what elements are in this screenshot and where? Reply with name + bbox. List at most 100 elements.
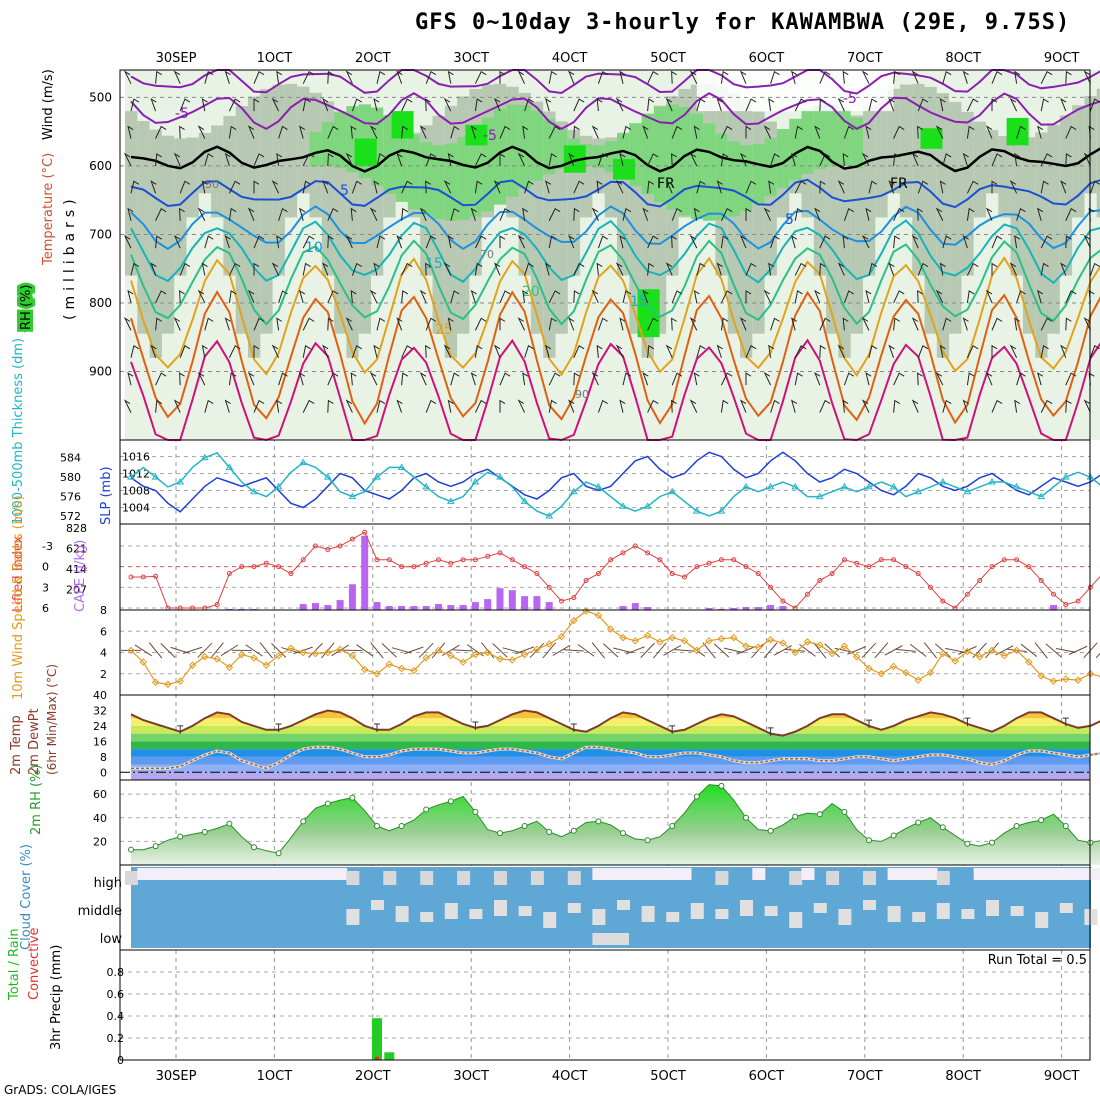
temperature-contour-label: FR bbox=[657, 176, 675, 192]
wind-barb bbox=[499, 399, 506, 413]
wind-barb bbox=[768, 180, 775, 194]
surface-wind-barb bbox=[945, 647, 966, 653]
wind-barb bbox=[745, 125, 752, 139]
wind-barb bbox=[155, 317, 163, 331]
minmax-marker bbox=[964, 717, 971, 727]
wind-barb bbox=[1060, 180, 1067, 194]
temperature-contour-label: -5 bbox=[175, 106, 189, 122]
surface-wind-barb bbox=[1095, 652, 1100, 659]
wind-barb bbox=[350, 207, 357, 221]
wind-speed-marker bbox=[410, 666, 418, 675]
wind-barb bbox=[351, 98, 362, 112]
thickness-marker bbox=[717, 507, 726, 514]
wind-barb bbox=[1040, 317, 1053, 331]
rh-marker bbox=[177, 833, 184, 840]
wind-barb bbox=[443, 97, 452, 112]
surface-wind-barb bbox=[259, 642, 273, 659]
wind-barb bbox=[911, 317, 919, 331]
rh-cell bbox=[715, 133, 729, 220]
wind-barb bbox=[1065, 290, 1077, 304]
thickness-marker bbox=[299, 458, 308, 466]
wind-barb bbox=[470, 372, 477, 386]
wind-barb bbox=[155, 235, 163, 249]
rh-cell bbox=[420, 142, 434, 216]
wind-speed-marker bbox=[606, 625, 615, 633]
wind-barb bbox=[544, 98, 552, 112]
slp-tick-label: 1004 bbox=[122, 502, 150, 515]
wind-barb bbox=[865, 289, 872, 304]
wind-barb bbox=[917, 290, 923, 303]
wind-barb bbox=[373, 98, 380, 112]
cloud-partial-high bbox=[346, 871, 360, 885]
thickness-marker bbox=[988, 478, 996, 485]
temperature-contour-label: -5 bbox=[483, 128, 497, 144]
cloud-partial-high bbox=[936, 871, 950, 885]
cloud-row-label: middle bbox=[78, 904, 122, 919]
cloud-partial-high bbox=[494, 871, 507, 885]
wind-speed-marker bbox=[496, 655, 504, 663]
wind-barb bbox=[843, 207, 854, 221]
wind-barb bbox=[499, 235, 506, 249]
rh-cell bbox=[789, 118, 803, 181]
temperature-contour bbox=[130, 290, 1100, 426]
rh-cell bbox=[801, 110, 815, 174]
wind-barb bbox=[327, 70, 334, 84]
surface-wind-barb bbox=[653, 642, 667, 659]
wind-barb bbox=[376, 70, 386, 84]
wind-barb bbox=[814, 207, 821, 221]
wind-barb bbox=[843, 372, 854, 386]
li-marker bbox=[632, 543, 638, 549]
surface-wind-barb bbox=[577, 644, 595, 657]
cloud-partial-middle bbox=[690, 903, 704, 919]
cape-bar bbox=[644, 607, 652, 610]
wind-tick-label: 8 bbox=[100, 604, 107, 617]
wind-barb bbox=[351, 345, 362, 358]
wind-barb bbox=[1065, 70, 1072, 84]
wind-speed-marker bbox=[705, 637, 713, 645]
wind-barb bbox=[689, 70, 698, 84]
wind-barb bbox=[155, 208, 167, 221]
wind-barb bbox=[1014, 235, 1021, 249]
surface-wind-barb bbox=[923, 642, 938, 659]
wind-barb bbox=[573, 372, 580, 386]
thickness-marker bbox=[840, 482, 849, 490]
wind-barb bbox=[369, 207, 378, 221]
wind-barb bbox=[837, 344, 845, 358]
wind-barb bbox=[376, 153, 386, 167]
minmax-marker bbox=[177, 725, 184, 734]
rh-cell bbox=[1010, 138, 1024, 276]
wind-barb bbox=[298, 289, 306, 304]
slp-ylabel: SLP (mb) bbox=[99, 466, 114, 525]
wind-barb bbox=[155, 372, 167, 386]
wind-barb bbox=[790, 235, 798, 249]
wind-barb bbox=[865, 372, 872, 386]
wind-speed-marker bbox=[791, 648, 799, 657]
li-marker bbox=[817, 577, 823, 583]
surface-wind-barb bbox=[702, 642, 716, 659]
surface-wind-barb bbox=[197, 642, 213, 658]
wind-barb bbox=[493, 180, 501, 194]
wind-barb bbox=[819, 262, 826, 276]
wind-barb bbox=[768, 98, 775, 112]
li-marker bbox=[325, 546, 331, 552]
temperature-contour-label: -5 bbox=[843, 91, 857, 107]
wind-barb bbox=[548, 153, 557, 167]
wind-barb bbox=[322, 180, 329, 194]
cloud-partial-high bbox=[715, 871, 729, 885]
thickness-marker bbox=[496, 473, 504, 480]
wind-barb bbox=[819, 317, 831, 331]
wind-barb bbox=[470, 125, 477, 139]
wind-speed-marker bbox=[459, 658, 467, 666]
surface-wind-barb bbox=[972, 642, 987, 659]
rh-cell bbox=[432, 145, 446, 220]
wind-barb bbox=[224, 317, 231, 331]
x-tick-label-bottom: 8OCT bbox=[945, 1069, 981, 1084]
wind-barbs bbox=[123, 70, 1100, 413]
wind-barb bbox=[474, 153, 487, 167]
wind-barb bbox=[647, 98, 655, 112]
cloud-partial-middle bbox=[518, 906, 532, 916]
wind-barb bbox=[425, 180, 431, 194]
credit-text: GrADS: COLA/IGES bbox=[4, 1083, 117, 1097]
cape-bar bbox=[299, 604, 307, 610]
precip-ylabel: 3hr Precip (mm) bbox=[49, 945, 64, 1050]
